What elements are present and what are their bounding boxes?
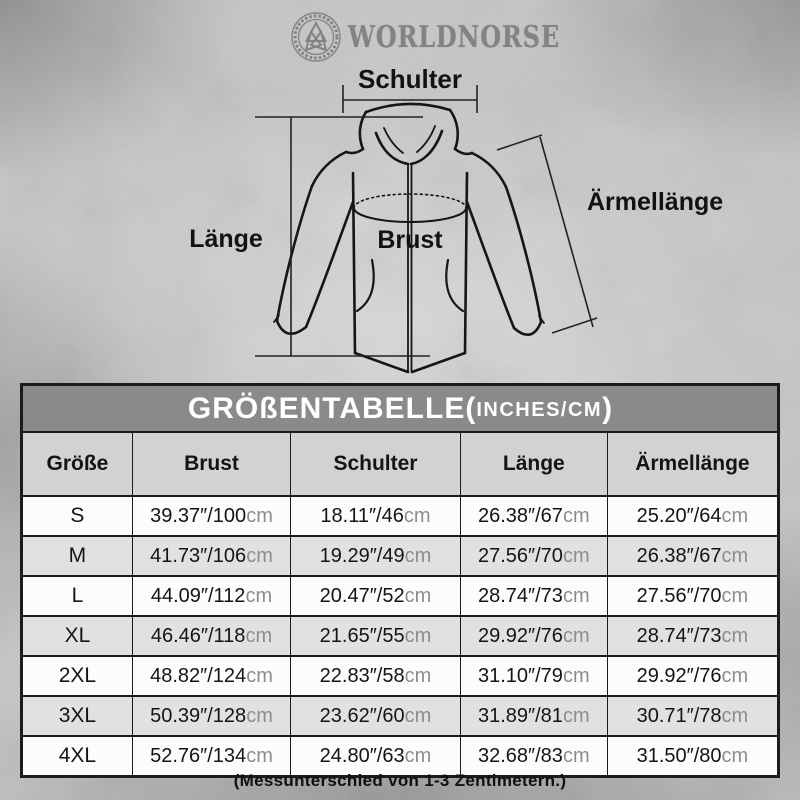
- column-header-chest: Brust: [131, 433, 291, 497]
- measurement-cell: 41.73″/106cm: [131, 535, 291, 576]
- table-row: 2XL 48.82″/124cm 22.83″/58cm 31.10″/79cm 29.…: [23, 655, 777, 696]
- measurement-disclaimer: (Messunterschied von 1-3 Zentimetern.): [233, 771, 567, 790]
- measurement-cell: 25.20″/64cm: [606, 495, 777, 536]
- size-label: XL: [23, 615, 133, 656]
- size-table-body: S 39.37″/100cm 18.11″/46cm 26.38″/67cm 25.20…: [23, 495, 777, 775]
- measurement-cell: 31.50″/80cm: [606, 735, 777, 775]
- size-label: 2XL: [23, 655, 133, 696]
- measurement-cell: 27.56″/70cm: [459, 535, 608, 576]
- size-label: 4XL: [23, 735, 133, 775]
- measurement-cell: 52.76″/134cm: [131, 735, 291, 775]
- diagram-label-chest: Brust: [377, 226, 443, 254]
- jacket-outline-diagram: [255, 85, 598, 374]
- column-header-shoulder: Schulter: [290, 433, 461, 497]
- measurement-cell: 18.11″/46cm: [290, 495, 461, 536]
- column-header-sleeve: Ärmellänge: [606, 433, 777, 497]
- size-label: S: [23, 495, 133, 536]
- column-header-size: Größe: [23, 433, 133, 497]
- measurement-cell: 26.38″/67cm: [606, 535, 777, 576]
- measurement-cell: 44.09″/112cm: [131, 575, 291, 616]
- measurement-cell: 39.37″/100cm: [131, 495, 291, 536]
- measurement-cell: 28.74″/73cm: [459, 575, 608, 616]
- size-table: GRÖßENTABELLE(INCHES/CM) Größe Brust Sch…: [20, 383, 780, 778]
- table-title-units: INCHES/CM: [476, 399, 603, 421]
- table-row: 4XL 52.76″/134cm 24.80″/63cm 32.68″/83cm 31.…: [23, 735, 777, 775]
- measurement-lines: [255, 85, 598, 357]
- measurement-cell: 22.83″/58cm: [290, 655, 461, 696]
- table-title-bar: GRÖßENTABELLE(INCHES/CM): [23, 386, 777, 433]
- measurement-cell: 23.62″/60cm: [290, 695, 461, 736]
- table-title: GRÖßENTABELLE(: [187, 391, 477, 425]
- measurement-cell: 27.56″/70cm: [606, 575, 777, 616]
- measurement-cell: 26.38″/67cm: [459, 495, 608, 536]
- measurement-cell: 21.65″/55cm: [290, 615, 461, 656]
- diagram-label-shoulder: Schulter: [357, 64, 463, 94]
- header-row: Größe Brust Schulter Länge Ärmellänge: [23, 433, 777, 497]
- measurement-cell: 24.80″/63cm: [290, 735, 461, 775]
- table-row: XL 46.46″/118cm 21.65″/55cm 29.92″/76cm 28.7…: [23, 615, 777, 656]
- valknut-logo-icon: [291, 12, 341, 62]
- table-row: S 39.37″/100cm 18.11″/46cm 26.38″/67cm 25.20…: [23, 495, 777, 536]
- measurement-cell: 30.71″/78cm: [606, 695, 777, 736]
- measurement-cell: 28.74″/73cm: [606, 615, 777, 656]
- measurement-cell: 48.82″/124cm: [131, 655, 291, 696]
- measurement-cell: 46.46″/118cm: [131, 615, 291, 656]
- size-label: 3XL: [23, 695, 133, 736]
- size-label: L: [23, 575, 133, 616]
- measurement-cell: 32.68″/83cm: [459, 735, 608, 775]
- measurement-cell: 29.92″/76cm: [606, 655, 777, 696]
- measurement-cell: 31.10″/79cm: [459, 655, 608, 696]
- column-header-length: Länge: [459, 433, 608, 497]
- table-row: 3XL 50.39″/128cm 23.62″/60cm 31.89″/81cm 30.…: [23, 695, 777, 736]
- diagram-label-sleeve: Ärmellänge: [587, 188, 724, 216]
- brand-name: WORLDNORSE: [348, 20, 560, 55]
- measurement-cell: 20.47″/52cm: [290, 575, 461, 616]
- measurement-cell: 19.29″/49cm: [290, 535, 461, 576]
- table-row: L 44.09″/112cm 20.47″/52cm 28.74″/73cm 27.56…: [23, 575, 777, 616]
- measurement-cell: 50.39″/128cm: [131, 695, 291, 736]
- size-label: M: [23, 535, 133, 576]
- table-row: M 41.73″/106cm 19.29″/49cm 27.56″/70cm 26.38…: [23, 535, 777, 576]
- measurement-cell: 29.92″/76cm: [459, 615, 608, 656]
- diagram-label-length: Länge: [189, 225, 263, 253]
- measurement-cell: 31.89″/81cm: [459, 695, 608, 736]
